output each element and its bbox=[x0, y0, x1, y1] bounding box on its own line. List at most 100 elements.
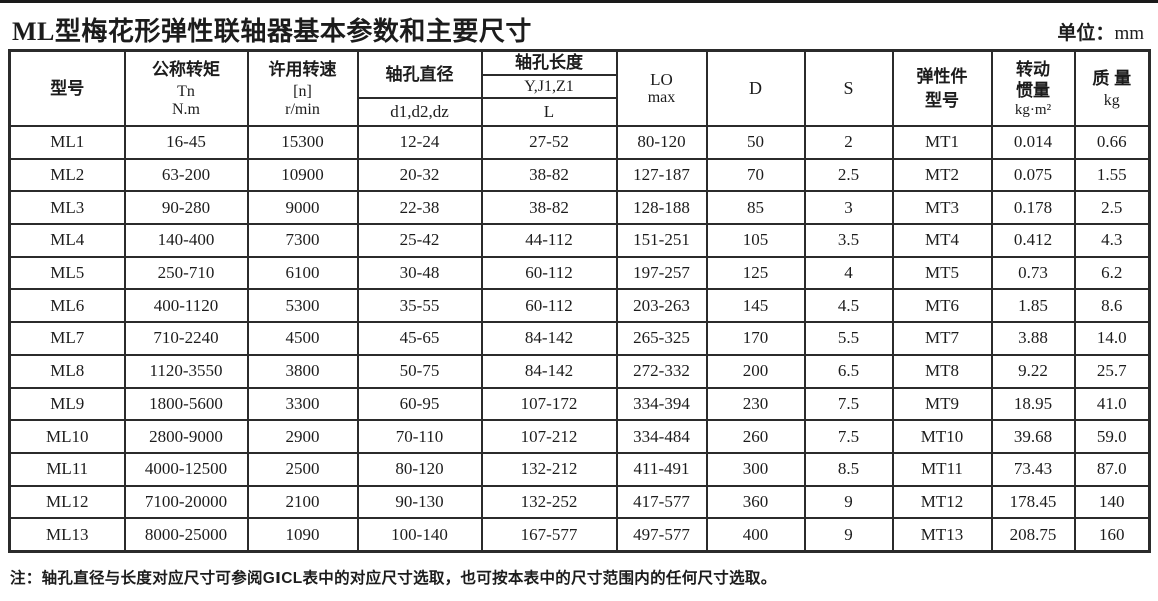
cell-s: 5.5 bbox=[803, 321, 894, 356]
cell-mass: 1.55 bbox=[1073, 157, 1151, 193]
cell-model: ML12 bbox=[8, 484, 126, 520]
cell-inertia: 9.22 bbox=[990, 353, 1076, 389]
col-header-speed: 许用转速 [n] r/min bbox=[246, 49, 359, 127]
cell-bore-diameter: 12-24 bbox=[356, 125, 483, 160]
cell-torque: 140-400 bbox=[123, 223, 249, 258]
cell-s: 2 bbox=[803, 125, 894, 160]
cell-torque: 400-1120 bbox=[123, 288, 249, 324]
cell-elastic-model: MT1 bbox=[891, 125, 993, 160]
col-header-bore-diameter: 轴孔直径 bbox=[356, 49, 483, 99]
cell-bore-length: 60-112 bbox=[480, 288, 618, 324]
col-header-inertia: 转动 惯量 kg·m² bbox=[990, 49, 1076, 127]
cell-bore-diameter: 30-48 bbox=[356, 255, 483, 291]
cell-d: 200 bbox=[705, 353, 806, 389]
cell-s: 2.5 bbox=[803, 157, 894, 193]
cell-bore-diameter: 20-32 bbox=[356, 157, 483, 193]
cell-torque: 250-710 bbox=[123, 255, 249, 291]
cell-bore-diameter: 25-42 bbox=[356, 223, 483, 258]
table-row: ML13 8000-25000 1090 100-140 167-577 497-577 4… bbox=[8, 517, 1151, 553]
cell-elastic-model: MT12 bbox=[891, 484, 993, 520]
cell-speed: 6100 bbox=[246, 255, 359, 291]
col-header-mass: 质 量 kg bbox=[1073, 49, 1151, 127]
cell-inertia: 39.68 bbox=[990, 419, 1076, 454]
cell-model: ML9 bbox=[8, 386, 126, 422]
cell-bore-diameter: 60-95 bbox=[356, 386, 483, 422]
cell-d: 300 bbox=[705, 451, 806, 487]
cell-bore-length: 44-112 bbox=[480, 223, 618, 258]
cell-d: 125 bbox=[705, 255, 806, 291]
cell-model: ML13 bbox=[8, 517, 126, 553]
cell-torque: 710-2240 bbox=[123, 321, 249, 356]
cell-inertia: 0.178 bbox=[990, 190, 1076, 226]
cell-s: 4 bbox=[803, 255, 894, 291]
cell-torque: 1800-5600 bbox=[123, 386, 249, 422]
table-row: ML10 2800-9000 2900 70-110 107-212 334-484 260… bbox=[8, 419, 1151, 454]
cell-torque: 8000-25000 bbox=[123, 517, 249, 553]
cell-bore-length: 84-142 bbox=[480, 353, 618, 389]
cell-inertia: 3.88 bbox=[990, 321, 1076, 356]
cell-model: ML5 bbox=[8, 255, 126, 291]
cell-mass: 41.0 bbox=[1073, 386, 1151, 422]
cell-bore-length: 60-112 bbox=[480, 255, 618, 291]
cell-mass: 8.6 bbox=[1073, 288, 1151, 324]
cell-lo-max: 497-577 bbox=[615, 517, 708, 553]
cell-inertia: 0.412 bbox=[990, 223, 1076, 258]
cell-lo-max: 80-120 bbox=[615, 125, 708, 160]
cell-speed: 1090 bbox=[246, 517, 359, 553]
col-subheader-l: L bbox=[480, 97, 618, 127]
cell-d: 105 bbox=[705, 223, 806, 258]
unit-label-cn: 单位： bbox=[1057, 23, 1115, 44]
cell-mass: 2.5 bbox=[1073, 190, 1151, 226]
cell-speed: 2900 bbox=[246, 419, 359, 454]
cell-speed: 5300 bbox=[246, 288, 359, 324]
cell-bore-diameter: 45-65 bbox=[356, 321, 483, 356]
spec-table: 型号 公称转矩 Tn N.m 许用转速 [n] r/min bbox=[8, 49, 1151, 553]
cell-d: 85 bbox=[705, 190, 806, 226]
cell-mass: 14.0 bbox=[1073, 321, 1151, 356]
cell-elastic-model: MT5 bbox=[891, 255, 993, 291]
cell-lo-max: 197-257 bbox=[615, 255, 708, 291]
col-header-bore-length: 轴孔长度 bbox=[480, 49, 618, 76]
cell-mass: 6.2 bbox=[1073, 255, 1151, 291]
cell-model: ML6 bbox=[8, 288, 126, 324]
cell-s: 7.5 bbox=[803, 386, 894, 422]
table-row: ML5 250-710 6100 30-48 60-112 197-257 125 4 MT5 0… bbox=[8, 255, 1151, 291]
cell-speed: 4500 bbox=[246, 321, 359, 356]
cell-lo-max: 265-325 bbox=[615, 321, 708, 356]
cell-model: ML2 bbox=[8, 157, 126, 193]
table-row: ML8 1120-3550 3800 50-75 84-142 272-332 200 6.5… bbox=[8, 353, 1151, 389]
cell-model: ML3 bbox=[8, 190, 126, 226]
cell-speed: 2500 bbox=[246, 451, 359, 487]
unit-value: mm bbox=[1114, 23, 1144, 44]
col-header-s: S bbox=[803, 49, 894, 127]
cell-torque: 4000-12500 bbox=[123, 451, 249, 487]
cell-mass: 87.0 bbox=[1073, 451, 1151, 487]
cell-bore-length: 38-82 bbox=[480, 157, 618, 193]
cell-d: 170 bbox=[705, 321, 806, 356]
unit-label: 单位：mm bbox=[1057, 24, 1144, 49]
table-row: ML2 63-200 10900 20-32 38-82 127-187 70 2.5 MT2 0… bbox=[8, 157, 1151, 193]
cell-lo-max: 272-332 bbox=[615, 353, 708, 389]
cell-lo-max: 334-394 bbox=[615, 386, 708, 422]
cell-bore-diameter: 22-38 bbox=[356, 190, 483, 226]
table-row: ML7 710-2240 4500 45-65 84-142 265-325 170 5.5 M… bbox=[8, 321, 1151, 356]
cell-model: ML10 bbox=[8, 419, 126, 454]
cell-bore-length: 132-212 bbox=[480, 451, 618, 487]
cell-speed: 2100 bbox=[246, 484, 359, 520]
cell-inertia: 18.95 bbox=[990, 386, 1076, 422]
cell-elastic-model: MT9 bbox=[891, 386, 993, 422]
cell-inertia: 0.075 bbox=[990, 157, 1076, 193]
cell-model: ML11 bbox=[8, 451, 126, 487]
cell-mass: 160 bbox=[1073, 517, 1151, 553]
cell-mass: 0.66 bbox=[1073, 125, 1151, 160]
cell-bore-diameter: 35-55 bbox=[356, 288, 483, 324]
cell-s: 3 bbox=[803, 190, 894, 226]
cell-bore-diameter: 70-110 bbox=[356, 419, 483, 454]
cell-elastic-model: MT13 bbox=[891, 517, 993, 553]
cell-torque: 16-45 bbox=[123, 125, 249, 160]
cell-bore-length: 84-142 bbox=[480, 321, 618, 356]
cell-elastic-model: MT4 bbox=[891, 223, 993, 258]
cell-torque: 7100-20000 bbox=[123, 484, 249, 520]
cell-elastic-model: MT11 bbox=[891, 451, 993, 487]
cell-d: 145 bbox=[705, 288, 806, 324]
